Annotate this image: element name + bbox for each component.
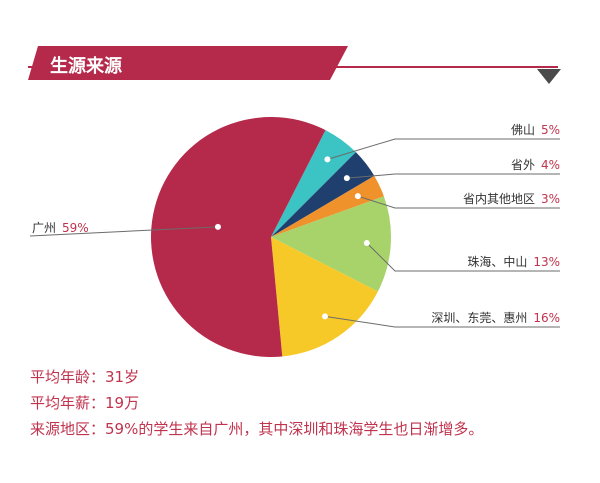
section-header: 生源来源 <box>28 46 561 84</box>
leader-line <box>29 226 218 237</box>
slice-label: 广州 <box>32 221 56 235</box>
stat-average-age: 平均年龄：31岁 <box>30 368 140 386</box>
slice-label: 省内其他地区 <box>463 192 535 206</box>
slice-anchor-dot <box>214 223 221 230</box>
stat-average-salary: 平均年薪：19万 <box>30 394 140 412</box>
chevron-down-icon <box>537 69 561 84</box>
header-title: 生源来源 <box>50 55 122 77</box>
stat-origin-summary: 来源地区：59%的学生来自广州，其中深圳和珠海学生也日渐增多。 <box>30 420 484 438</box>
slice-percent: 13% <box>533 255 560 269</box>
pie-slice <box>151 117 326 357</box>
slice-anchor-dot <box>354 193 361 200</box>
slice-label: 省外 <box>511 158 535 172</box>
slice-anchor-dot <box>321 313 328 320</box>
leader-line <box>366 242 560 272</box>
slice-percent: 4% <box>541 158 560 172</box>
slice-percent: 16% <box>533 311 560 325</box>
pie-slice <box>271 196 391 292</box>
leader-line <box>327 138 560 160</box>
pie-slice <box>271 237 378 357</box>
slice-label: 佛山 <box>511 123 535 137</box>
slice-anchor-dot <box>324 156 331 163</box>
slice-anchor-dot <box>363 240 370 247</box>
slice-anchor-dot <box>343 175 350 182</box>
leader-line <box>324 315 560 328</box>
slice-percent: 59% <box>62 221 89 235</box>
pie-slice <box>271 175 384 237</box>
leader-line <box>357 195 560 209</box>
slice-percent: 5% <box>541 123 560 137</box>
pie-slice <box>271 152 375 237</box>
leader-line <box>346 173 560 179</box>
stats-panel: 平均年龄：31岁 平均年薪：19万 来源地区：59%的学生来自广州，其中深圳和珠… <box>30 364 590 442</box>
slice-label: 深圳、东莞、惠州 <box>431 311 527 325</box>
header-banner <box>28 46 348 80</box>
slice-percent: 3% <box>541 192 560 206</box>
slice-label: 珠海、中山 <box>467 254 527 269</box>
